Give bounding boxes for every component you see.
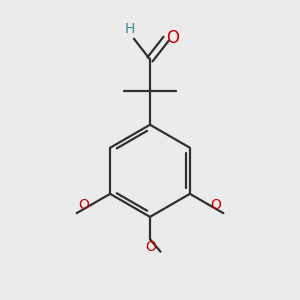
Text: O: O [166,28,179,46]
Text: O: O [145,240,156,254]
Text: H: H [124,22,135,36]
Text: O: O [210,198,221,212]
Text: O: O [79,198,90,212]
